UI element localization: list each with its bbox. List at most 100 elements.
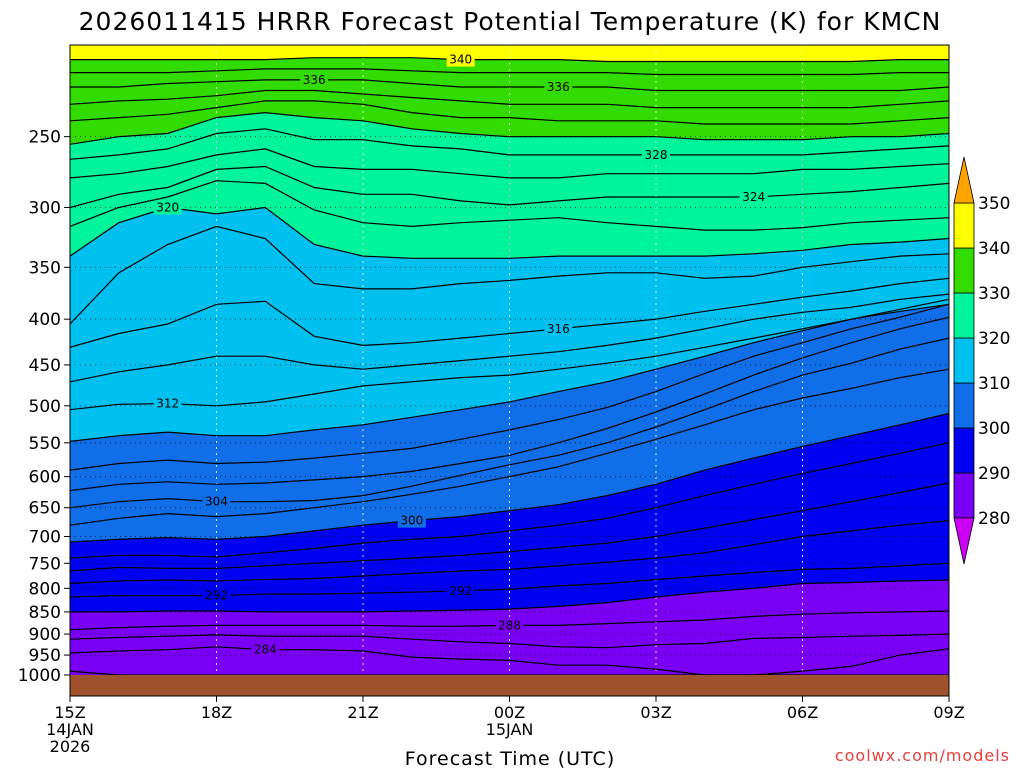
y-tick-label-700: 700: [29, 527, 61, 547]
isentrope-306: [70, 316, 949, 492]
isentrope-340: [70, 57, 949, 63]
x-tick-label: 2026: [50, 737, 91, 756]
colorbar-label-300: 300: [978, 419, 1010, 439]
contour-label-328: 328: [645, 148, 668, 162]
contour-label-bg: [153, 396, 182, 411]
colorbar-extend-low: [953, 517, 975, 565]
y-tick-label-1000: 1000: [18, 666, 61, 686]
x-axis-label: Forecast Time (UTC): [405, 748, 615, 768]
isentrope-314: [70, 293, 949, 383]
credit-text: coolwx.com/models: [835, 746, 1010, 765]
y-axis-pressure-ticks: 2503003504004505005506006507007508008509…: [18, 128, 70, 686]
isentrope-300: [70, 412, 949, 543]
y-tick-label-450: 450: [29, 356, 61, 376]
y-tick-label-550: 550: [29, 434, 61, 454]
colorbar: 280 290 300 310 320 330 340 350: [953, 156, 1010, 565]
colorbar-segment-280: [953, 472, 975, 519]
x-tick-label: 00Z: [494, 703, 525, 722]
plot-area: 340 336 336 328 324 320 316 312 304 300 292 292 288 2…: [70, 45, 949, 696]
x-tick-label: 18Z: [201, 703, 232, 722]
x-tick-label: 14JAN: [46, 720, 94, 739]
contour-label-bg: [202, 588, 231, 603]
y-tick-label-800: 800: [29, 579, 61, 599]
isentrope-328: [70, 128, 949, 160]
isentrope-290: [70, 579, 949, 613]
ground-below-surface: [70, 675, 949, 696]
isentrope-324: [70, 165, 949, 209]
x-tick-label: 15JAN: [486, 720, 534, 739]
colorbar-label-340: 340: [978, 239, 1010, 259]
chart-title: 2026011415 HRRR Forecast Potential Tempe…: [79, 7, 942, 36]
isentrope-322: [70, 180, 949, 231]
colorbar-extend-high: [953, 156, 975, 204]
colorbar-label-280: 280: [978, 509, 1010, 529]
colorbar-label-350: 350: [978, 194, 1010, 214]
isentrope-286: [70, 633, 949, 649]
isentrope-318: [70, 225, 949, 325]
isentrope-338: [70, 68, 949, 76]
isentrope-294: [70, 520, 949, 585]
colorbar-segment-300: [953, 382, 975, 429]
contour-label-bg: [251, 642, 280, 657]
contour-label-bg: [642, 147, 670, 162]
y-tick-label-250: 250: [29, 128, 61, 148]
y-tick-label-850: 850: [29, 603, 61, 623]
colorbar-segment-290: [953, 427, 975, 474]
isentrope-302: [70, 368, 949, 526]
contour-label-bg: [544, 80, 573, 95]
contour-label-bg: [397, 513, 426, 528]
contour-label-288: 288: [498, 618, 521, 632]
y-tick-label-950: 950: [29, 646, 61, 666]
contour-label-292: 292: [205, 589, 228, 603]
y-tick-label-650: 650: [29, 499, 61, 519]
contour-label-bg: [153, 200, 182, 215]
x-tick-label: 06Z: [787, 703, 818, 722]
isentrope-284: [70, 646, 949, 676]
y-tick-label-300: 300: [29, 198, 61, 218]
y-tick-label-400: 400: [29, 310, 61, 330]
contour-label-312: 312: [156, 396, 179, 410]
contour-label-300: 300: [400, 514, 423, 528]
contour-label-340: 340: [449, 53, 472, 67]
isentrope-310: [70, 298, 949, 442]
x-tick-label: 03Z: [640, 703, 671, 722]
isentrope-334: [70, 89, 949, 109]
isentrope-298: [70, 442, 949, 559]
contour-label-bg: [300, 72, 329, 87]
contour-label-284: 284: [254, 643, 277, 657]
isentrope-316: [70, 277, 949, 348]
colorbar-segment-330: [953, 247, 975, 294]
contour-label-336: 336: [303, 73, 326, 87]
contour-label-336: 336: [547, 80, 570, 94]
y-tick-label-350: 350: [29, 258, 61, 278]
contour-label-bg: [739, 189, 768, 204]
colorbar-label-310: 310: [978, 374, 1010, 394]
colorbar-label-320: 320: [978, 329, 1010, 349]
contour-label-292: 292: [449, 584, 472, 598]
y-tick-label-500: 500: [29, 397, 61, 417]
contour-label-bg: [495, 618, 524, 633]
contour-labels: 340 336 336 328 324 320 316 312 304 300 292 292 288 2…: [153, 52, 768, 657]
colorbar-segment-340: [953, 202, 975, 249]
isentrope-326: [70, 148, 949, 179]
isentrope-332: [70, 100, 949, 125]
isentrope-320: [70, 206, 949, 259]
isentrope-312: [70, 303, 949, 411]
isentrope-308: [70, 303, 949, 471]
contour-label-304: 304: [205, 495, 228, 509]
theta-band-top: [70, 45, 949, 62]
x-tick-label: 15Z: [54, 703, 85, 722]
isentrope-336: [70, 79, 949, 92]
colorbar-label-290: 290: [978, 464, 1010, 484]
y-tick-label-750: 750: [29, 554, 61, 574]
contour-label-bg: [544, 321, 573, 336]
x-tick-label: 21Z: [347, 703, 378, 722]
contour-label-bg: [446, 52, 475, 67]
colorbar-label-330: 330: [978, 284, 1010, 304]
colorbar-segment-320: [953, 292, 975, 339]
isentrope-296: [70, 482, 949, 572]
isentrope-contours: [70, 57, 949, 676]
contour-label-bg: [446, 583, 475, 598]
